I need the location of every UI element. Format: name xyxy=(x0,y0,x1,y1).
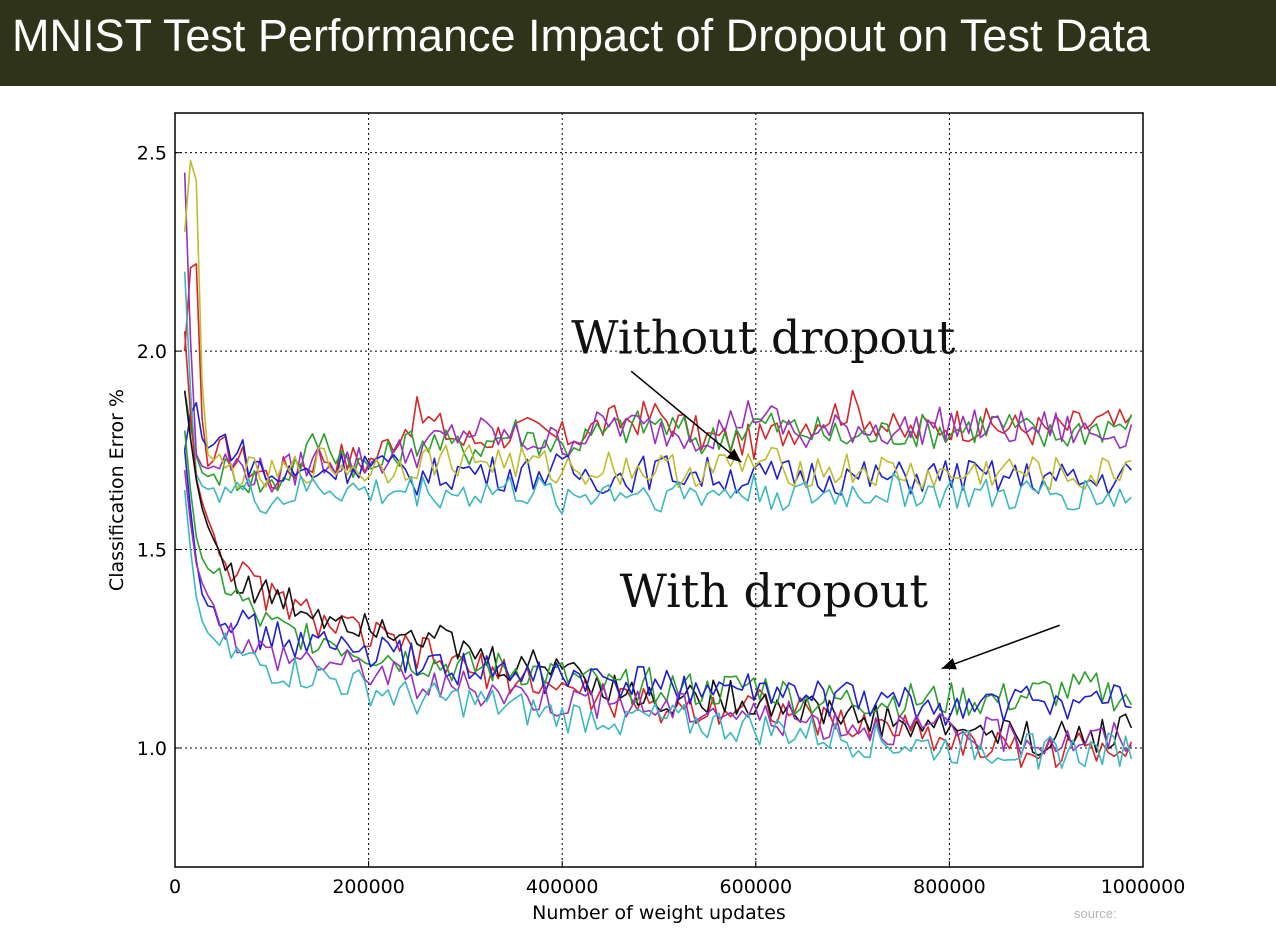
series-line xyxy=(183,271,1132,516)
source-note: source: xyxy=(1074,906,1117,921)
series-line xyxy=(183,401,1133,496)
annotation-arrow xyxy=(630,370,742,463)
annotations: Without dropout With dropout xyxy=(571,310,1060,670)
x-tick-label: 0 xyxy=(169,876,181,898)
series-line xyxy=(183,450,1132,726)
x-tick-label: 400000 xyxy=(526,876,599,898)
series-line xyxy=(183,489,1133,770)
annotation-arrow xyxy=(941,624,1060,670)
annotation-arrowhead xyxy=(941,658,957,670)
slide-title: MNIST Test Performance Impact of Dropout… xyxy=(12,10,1151,61)
y-tick-label: 2.0 xyxy=(137,341,167,363)
annotation-label: With dropout xyxy=(620,564,929,618)
series-line xyxy=(183,390,1133,757)
y-axis-label: Classification Error % xyxy=(106,389,128,591)
x-tick-label: 1000000 xyxy=(1101,876,1186,898)
x-tick-label: 200000 xyxy=(332,876,405,898)
series-line xyxy=(183,159,1132,491)
series-group xyxy=(183,159,1133,770)
y-tick-label: 2.5 xyxy=(137,143,167,165)
x-tick-label: 800000 xyxy=(913,876,986,898)
ticks: 0 200000 400000 600000 800000 1000000 1.0 1.5 2.… xyxy=(137,143,1186,898)
annotation-label: Without dropout xyxy=(571,310,956,364)
annotation-arrowhead xyxy=(726,448,742,463)
chart: 0 200000 400000 600000 800000 1000000 1.0 1.5 2.… xyxy=(106,112,1186,924)
y-tick-label: 1.0 xyxy=(137,738,167,760)
series-line xyxy=(183,430,1133,719)
plot-frame xyxy=(174,112,1144,868)
x-axis-label: Number of weight updates xyxy=(532,902,786,924)
slide-title-bar: MNIST Test Performance Impact of Dropout… xyxy=(0,0,1276,86)
series-line xyxy=(183,390,1133,494)
x-tick-label: 600000 xyxy=(720,876,793,898)
y-tick-label: 1.5 xyxy=(137,540,167,562)
